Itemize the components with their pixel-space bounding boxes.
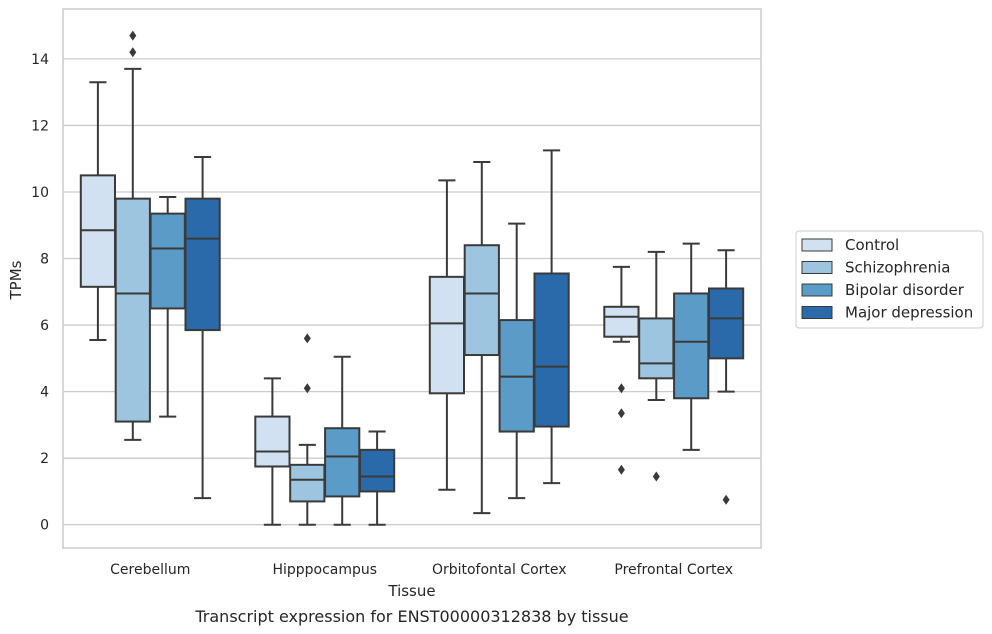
box (428, 179, 466, 491)
x-tick-labels: Cerebellum Hipppocampus Orbitofontal Corte… (110, 562, 733, 578)
series-major-depression (184, 149, 745, 526)
box-iqr (324, 427, 361, 498)
box-series (79, 30, 745, 526)
y-tick-label: 8 (40, 252, 49, 268)
box-iqr (673, 292, 710, 400)
legend-label: Bipolar disorder (845, 281, 965, 299)
box-iqr (289, 463, 326, 503)
outlier-point (722, 494, 730, 505)
box-iqr (428, 275, 466, 395)
y-tick-label: 6 (40, 318, 49, 334)
legend-label: Schizophrenia (845, 259, 950, 277)
box (254, 377, 291, 526)
box-iqr (254, 415, 291, 468)
box (463, 161, 500, 515)
legend: Control Schizophrenia Bipolar disorder Majo… (795, 230, 984, 329)
box (638, 250, 675, 482)
box-iqr (707, 287, 745, 360)
box (358, 430, 396, 526)
x-axis-label: Tissue (387, 582, 435, 600)
chart-caption: Transcript expression for ENST0000031283… (194, 607, 628, 626)
box-iqr (533, 272, 570, 428)
box-iqr (114, 197, 151, 423)
series-control (79, 81, 640, 526)
outlier-point (129, 30, 137, 41)
outlier-point (617, 464, 625, 475)
box (79, 81, 117, 342)
x-tick-label: Prefrontal Cortex (614, 562, 733, 578)
box-iqr (638, 317, 675, 380)
box (114, 30, 151, 441)
box-iqr (358, 448, 396, 493)
outlier-point (617, 408, 625, 419)
y-tick-label: 10 (31, 185, 49, 201)
outlier-point (652, 471, 660, 482)
legend-swatch (801, 261, 833, 274)
series-bipolar-disorder (149, 195, 710, 526)
box (707, 249, 745, 505)
legend-swatch (801, 238, 833, 252)
box (533, 149, 570, 485)
box (603, 265, 640, 475)
outlier-point (129, 47, 137, 58)
box (149, 195, 186, 418)
box-iqr (603, 305, 640, 338)
y-tick-label: 0 (40, 518, 49, 534)
x-tick-label: Hipppocampus (272, 562, 377, 578)
x-tick-label: Orbitofontal Cortex (432, 562, 567, 578)
box-iqr (463, 244, 500, 357)
y-tick-label: 4 (40, 385, 49, 401)
box (289, 333, 326, 526)
box-iqr (184, 197, 221, 332)
y-tick-label: 12 (31, 118, 49, 134)
y-tick-label: 14 (31, 52, 49, 68)
box-iqr (149, 212, 186, 310)
y-axis-label: TPMs (7, 260, 25, 300)
y-tick-label: 2 (40, 451, 49, 467)
series-schizophrenia (114, 30, 675, 526)
x-tick-label: Cerebellum (110, 562, 190, 578)
legend-frame (795, 230, 984, 329)
legend-label: Control (845, 236, 899, 254)
legend-label: Major depression (845, 304, 973, 322)
outlier-point (303, 383, 311, 394)
box (184, 156, 221, 500)
y-tick-labels: 0 2 4 6 8 10 12 14 (31, 52, 49, 534)
plot-frame (62, 8, 762, 549)
outlier-point (303, 333, 311, 344)
legend-swatch (801, 283, 833, 297)
box (324, 355, 361, 526)
outlier-point (617, 383, 625, 394)
box (673, 242, 710, 451)
legend-swatch (801, 306, 833, 319)
box (498, 222, 535, 500)
